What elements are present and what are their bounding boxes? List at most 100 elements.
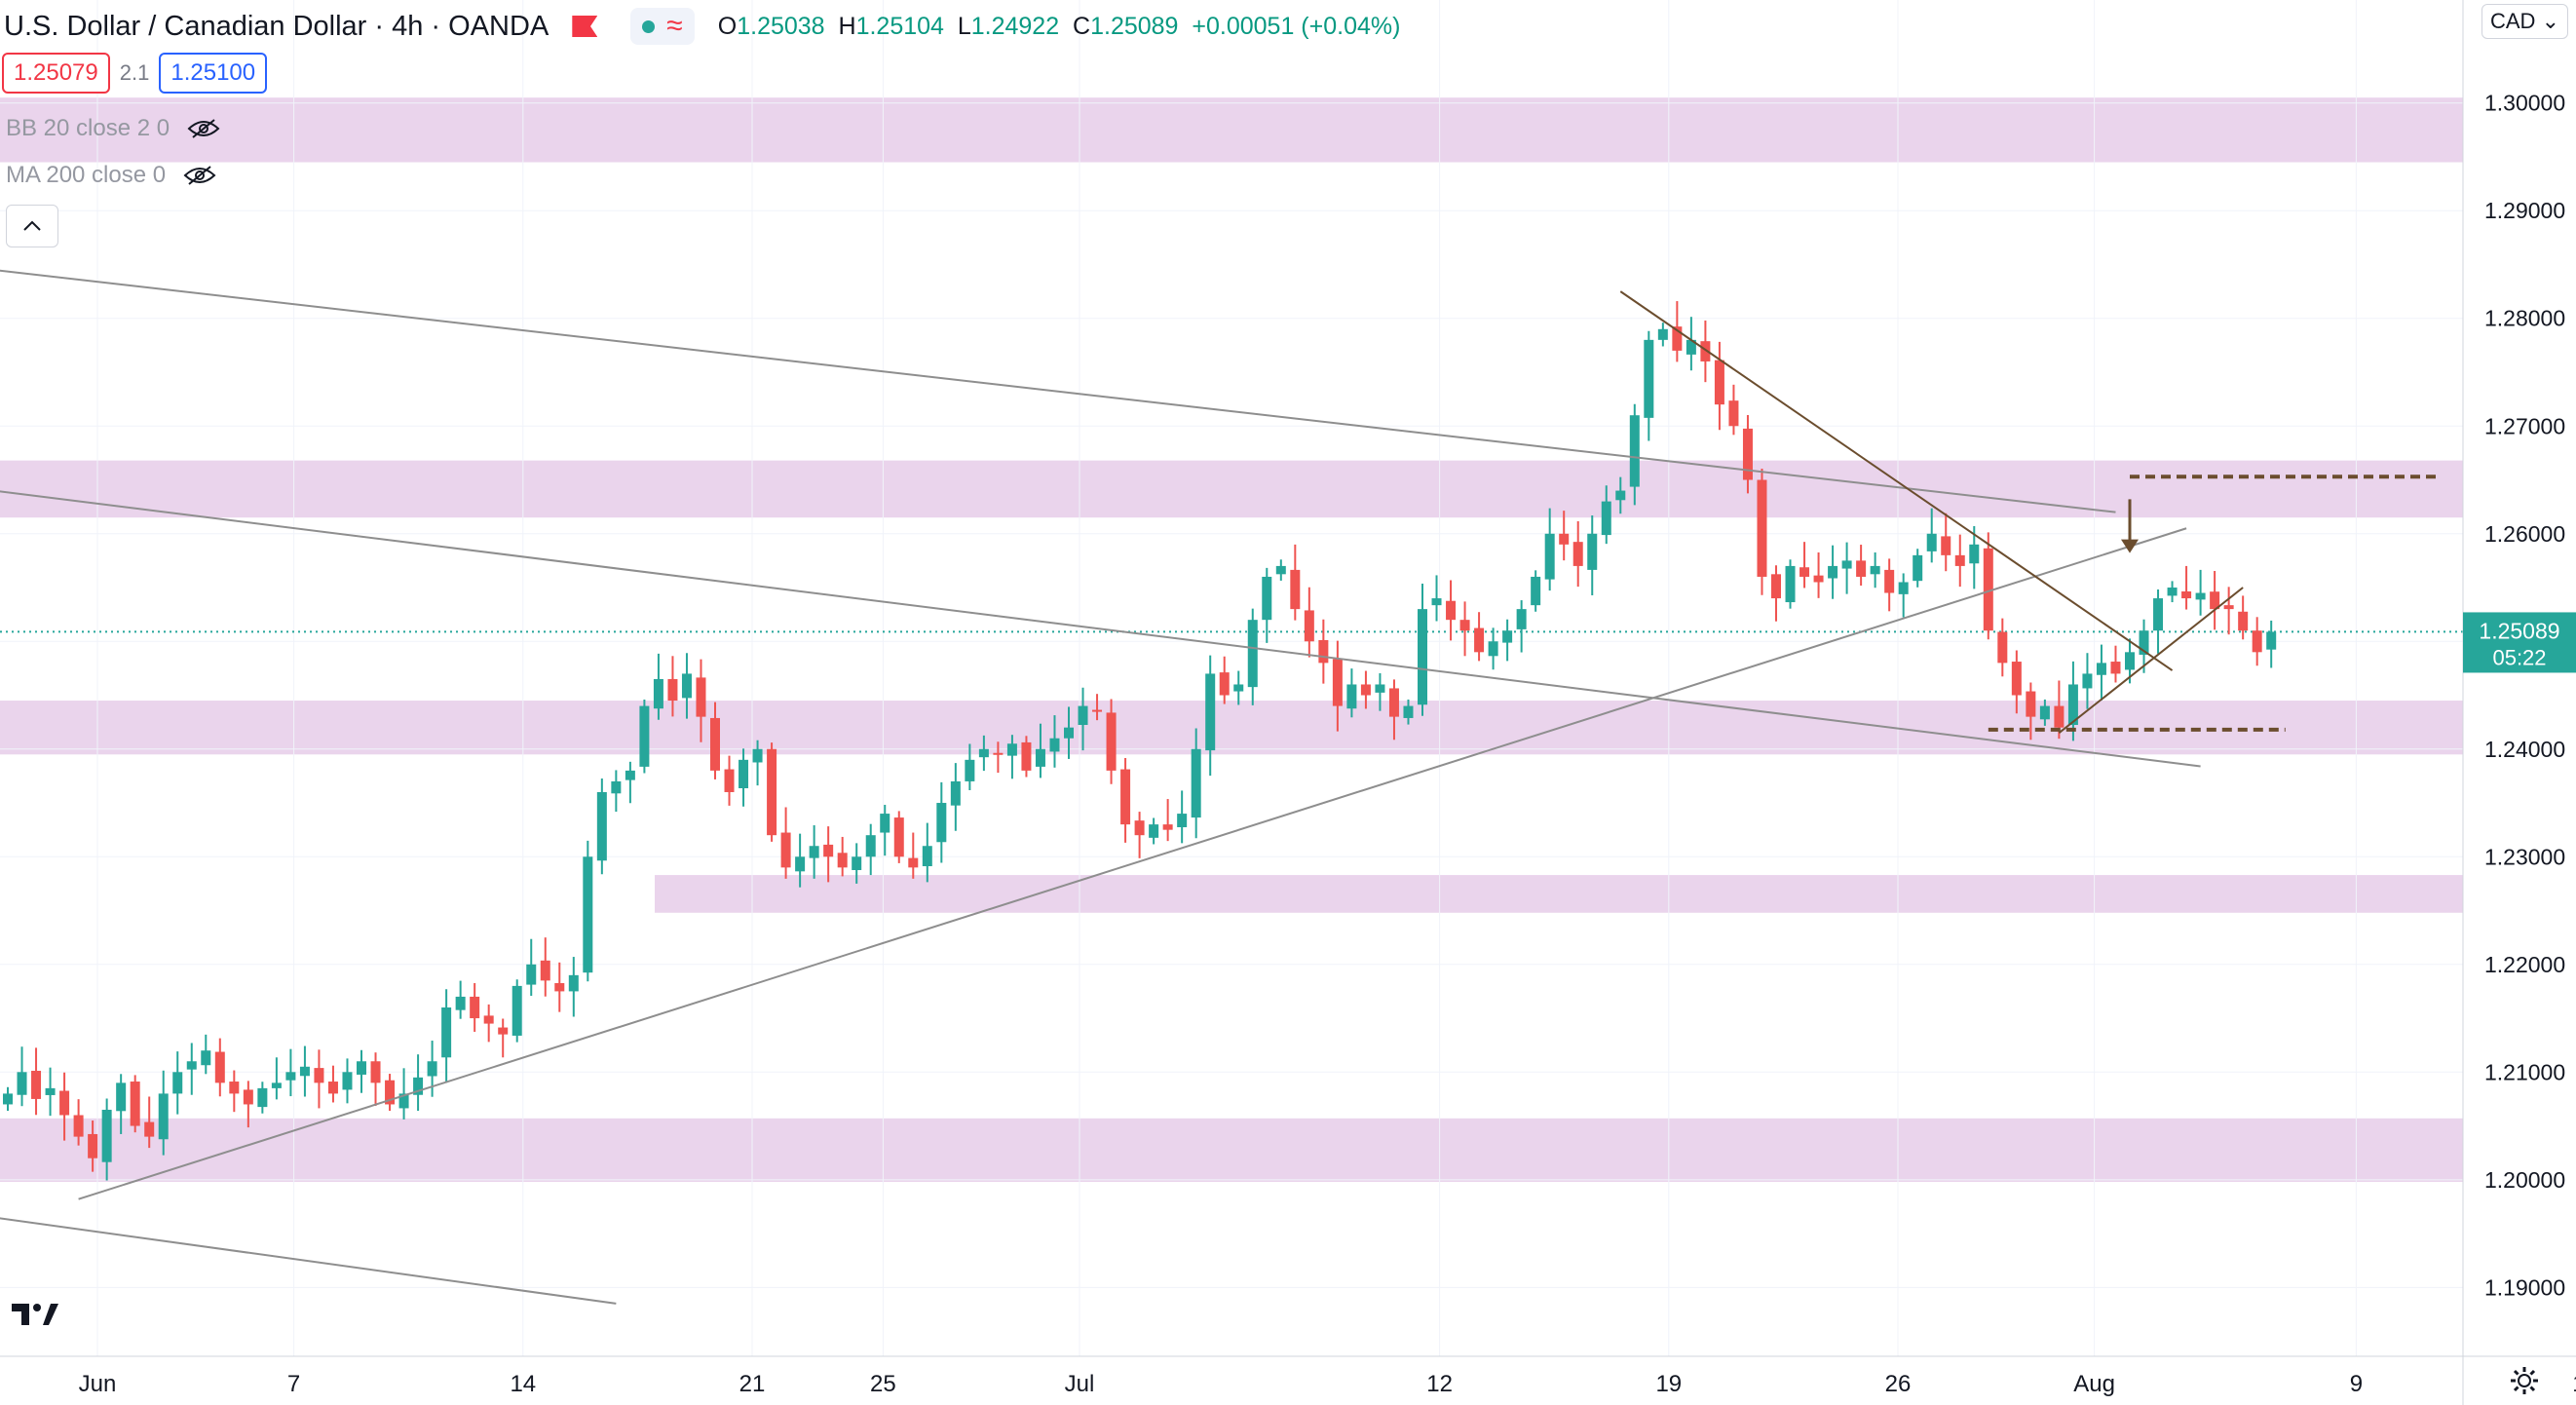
candle-body xyxy=(1304,610,1314,642)
candle-body xyxy=(1403,705,1414,718)
candle-body xyxy=(1262,576,1272,621)
candle-body xyxy=(611,780,622,794)
candle-body xyxy=(1488,641,1498,657)
candle-body xyxy=(950,780,961,806)
y-tick-label: 1.29000 xyxy=(2484,198,2565,223)
flag-icon[interactable] xyxy=(572,16,598,37)
eye-hidden-icon[interactable] xyxy=(187,118,220,139)
candle-body xyxy=(780,832,791,868)
candle-body xyxy=(1446,600,1457,621)
x-tick-label: 25 xyxy=(870,1371,896,1397)
candle-body xyxy=(752,748,763,763)
y-tick-label: 1.27000 xyxy=(2484,413,2565,438)
candle-body xyxy=(1106,712,1117,771)
currency-select[interactable]: CAD ⌄ xyxy=(2481,4,2568,39)
candle-body xyxy=(2252,630,2262,653)
candle-body xyxy=(2067,684,2078,726)
candle-body xyxy=(398,1093,409,1109)
candle-body xyxy=(1898,582,1909,594)
y-tick-label: 1.21000 xyxy=(2484,1059,2565,1084)
x-tick-label: 9 xyxy=(2350,1371,2363,1397)
candle-body xyxy=(1601,501,1611,536)
candle-body xyxy=(2195,592,2206,600)
candle-body xyxy=(357,1061,366,1075)
candle-body xyxy=(158,1093,169,1140)
wave-icon: ≈ xyxy=(666,10,683,42)
sell-button[interactable]: 1.25079 xyxy=(2,53,110,94)
y-tick-label: 1.19000 xyxy=(2484,1274,2565,1300)
candle-body xyxy=(455,996,466,1010)
sr-zone xyxy=(655,875,2463,913)
candle-body xyxy=(2110,662,2121,674)
candle-body xyxy=(837,853,848,868)
candle-body xyxy=(1064,727,1074,739)
market-open-icon xyxy=(642,19,656,33)
candle-body xyxy=(2266,631,2277,650)
collapse-legend-button[interactable] xyxy=(6,205,58,247)
candle-body xyxy=(809,846,819,858)
indicator-bb[interactable]: BB 20 close 2 0 xyxy=(6,115,220,142)
candle-body xyxy=(1870,565,1880,575)
y-tick-label: 1.20000 xyxy=(2484,1167,2565,1193)
candle-body xyxy=(2096,663,2106,675)
candle-body xyxy=(1531,576,1541,606)
candle-body xyxy=(1742,428,1753,480)
candle-body xyxy=(1092,709,1103,712)
eye-hidden-icon[interactable] xyxy=(183,165,216,186)
candle-body xyxy=(767,748,777,836)
candle-body xyxy=(852,856,862,870)
candle-body xyxy=(116,1082,127,1112)
candle-body xyxy=(130,1082,140,1126)
candle-body xyxy=(1318,639,1329,664)
candle-body xyxy=(257,1087,268,1108)
candle-body xyxy=(1559,533,1570,545)
candle-body xyxy=(1828,565,1838,579)
candle-body xyxy=(1149,824,1159,838)
candle-body xyxy=(540,960,550,981)
candle-body xyxy=(1728,400,1739,427)
candle-body xyxy=(172,1072,183,1094)
candle-body xyxy=(101,1109,112,1162)
candle-body xyxy=(596,791,607,861)
candle-body xyxy=(1587,533,1598,570)
candle-body xyxy=(370,1061,381,1083)
candle-body xyxy=(1205,673,1216,751)
indicator-ma[interactable]: MA 200 close 0 xyxy=(6,162,216,189)
x-tick-label: Jun xyxy=(79,1371,117,1397)
candle-body xyxy=(59,1090,70,1116)
candle-body xyxy=(865,835,876,857)
candle-body xyxy=(470,996,480,1019)
sr-zone xyxy=(0,460,2463,518)
candle-body xyxy=(1657,328,1668,340)
candle-body xyxy=(1346,684,1357,709)
candle-body xyxy=(1431,598,1442,606)
trendline xyxy=(0,269,2116,513)
candle-body xyxy=(1332,659,1343,706)
candle-body xyxy=(2153,598,2164,631)
buy-button[interactable]: 1.25100 xyxy=(159,53,268,94)
candle-body xyxy=(413,1077,424,1095)
chevron-up-icon xyxy=(23,220,41,231)
status-pill[interactable]: ≈ xyxy=(630,8,695,45)
candle-body xyxy=(1474,627,1485,653)
candle-body xyxy=(427,1061,437,1077)
candle-body xyxy=(1177,814,1188,828)
candle-body xyxy=(1799,567,1810,577)
candle-body xyxy=(73,1115,84,1137)
gear-icon[interactable] xyxy=(2508,1364,2541,1397)
candle-body xyxy=(893,817,904,857)
candle-body xyxy=(2167,588,2178,596)
candle-body xyxy=(1969,544,1980,564)
candle-body xyxy=(978,748,989,758)
symbol-title[interactable]: U.S. Dollar / Canadian Dollar · 4h · OAN… xyxy=(4,10,549,42)
candle-body xyxy=(1672,326,1683,351)
tradingview-logo-icon[interactable] xyxy=(10,1294,60,1333)
candle-body xyxy=(498,1027,509,1035)
candle-body xyxy=(271,1082,282,1088)
candle-body xyxy=(1954,554,1965,566)
candle-body xyxy=(1459,620,1470,631)
indicator-bb-label: BB 20 close 2 0 xyxy=(6,115,170,141)
y-tick-label: 1.24000 xyxy=(2484,737,2565,762)
candle-body xyxy=(441,1007,452,1058)
